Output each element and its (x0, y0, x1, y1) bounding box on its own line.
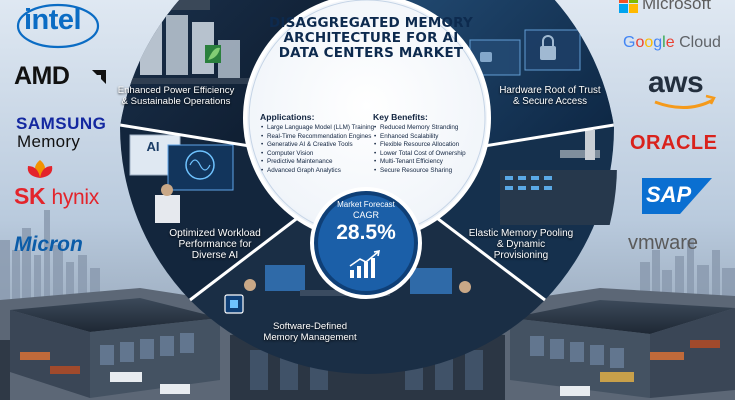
cagr-value: 28.5% (336, 221, 396, 244)
microsoft-logo: Microsoft (642, 0, 711, 13)
aws-smile-icon (654, 98, 714, 109)
sap-logo-shape (642, 178, 712, 214)
growth-chart-icon (349, 249, 381, 278)
application-item: Real-Time Recommendation Engines (261, 133, 374, 142)
skhynix-logo: SK hynix (14, 183, 99, 209)
google-letter: G (623, 34, 636, 51)
page-title: DISAGGREGATED MEMORY ARCHITECTURE FOR AI… (269, 15, 473, 62)
skyline-right (640, 240, 735, 302)
panel-label-root-of-trust: Hardware Root of Trust & Secure Access (499, 85, 601, 107)
cagr-label: CAGR (352, 210, 379, 220)
samsung-memory-label: Memory (17, 132, 81, 151)
warehouses-left (0, 288, 250, 400)
google-letter: l (662, 34, 666, 51)
panel-label-software-defined: Software-Defined Memory Management (263, 321, 357, 343)
intel-logo: intel (24, 4, 82, 36)
panel-label-memory-pooling: Elastic Memory Pooling & Dynamic Provisi… (468, 228, 574, 261)
sap-logo: SAP (646, 182, 692, 207)
panel-label-power-efficiency: Enhanced Power Efficiency & Sustainable … (117, 85, 235, 107)
skyline-left (0, 210, 100, 300)
samsung-logo: SAMSUNG (16, 114, 107, 133)
applications-heading: Applications: (260, 112, 315, 122)
google-letter: g (653, 34, 663, 51)
warehouses-right (485, 288, 735, 400)
benefit-item: Flexible Resource Allocation (374, 141, 466, 150)
aws-logo: aws (648, 66, 704, 99)
benefit-item: Lower Total Cost of Ownership (374, 150, 466, 159)
application-item: Computer Vision (261, 150, 374, 159)
chip-icon (224, 294, 244, 314)
benefit-item: Reduced Memory Stranding (374, 124, 466, 133)
applications-list: Large Language Model (LLM) TrainingReal-… (260, 124, 374, 176)
benefit-item: Enhanced Scalability (374, 133, 466, 142)
benefits-list: Reduced Memory StrandingEnhanced Scalabi… (373, 124, 466, 176)
intel-swoosh (16, 3, 100, 49)
amd-arrow-icon (92, 70, 106, 84)
application-item: Advanced Graph Analytics (261, 167, 374, 176)
microsoft-logo-icon (619, 0, 638, 13)
sk-hynix-icon (27, 160, 53, 178)
google-letter: o (635, 34, 645, 51)
market-forecast: Market Forecast CAGR 28.5% (313, 200, 419, 245)
vmware-logo: vmware (628, 232, 699, 254)
amd-logo: AMD (14, 62, 70, 90)
google-wordmark: Google (623, 34, 679, 51)
screen-ai-label: AI (146, 139, 160, 154)
application-item: Generative AI & Creative Tools (261, 141, 374, 150)
application-item: Predictive Maintenance (261, 158, 374, 167)
google-cloud-logo: Google Cloud (623, 34, 721, 51)
applications-section: Applications: Large Language Model (LLM)… (260, 112, 374, 176)
application-item: Large Language Model (LLM) Training (261, 124, 374, 133)
oracle-logo: ORACLE (630, 132, 718, 154)
micron-logo: Micron (14, 233, 83, 256)
google-letter: o (644, 34, 654, 51)
panel-label-workload-performance: Optimized Workload Performance for Diver… (169, 228, 261, 262)
benefits-section: Key Benefits: Reduced Memory StrandingEn… (373, 112, 466, 176)
benefit-item: Secure Resource Sharing (374, 167, 466, 176)
forecast-label: Market Forecast (337, 200, 395, 209)
benefits-heading: Key Benefits: (373, 112, 428, 122)
google-letter: e (665, 34, 675, 51)
benefit-item: Multi-Tenant Efficiency (374, 158, 466, 167)
